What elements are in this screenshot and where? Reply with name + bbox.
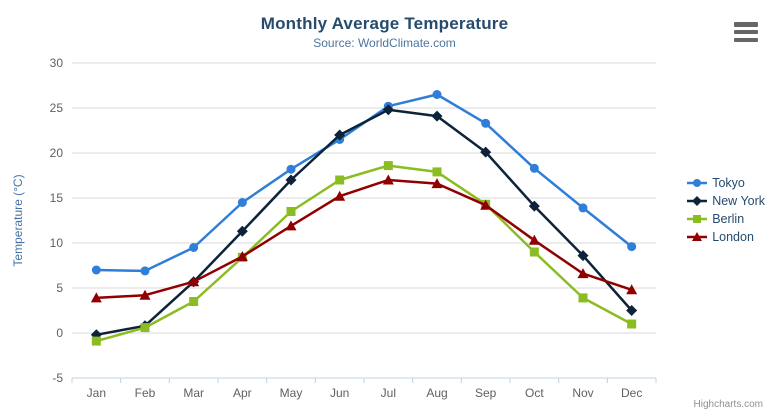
data-point[interactable] bbox=[90, 292, 102, 303]
y-tick-label: 30 bbox=[50, 56, 64, 70]
x-tick-label: Jun bbox=[330, 386, 349, 400]
y-tick-label: -5 bbox=[52, 371, 63, 385]
data-point[interactable] bbox=[431, 178, 443, 189]
x-tick-label: May bbox=[280, 386, 303, 400]
circle-marker-icon bbox=[687, 179, 708, 187]
series-tokyo bbox=[91, 90, 637, 276]
x-tick-label: Mar bbox=[183, 386, 204, 400]
series-line-new-york[interactable] bbox=[95, 108, 633, 337]
y-tick-label: 20 bbox=[50, 146, 64, 160]
x-tick-label: Feb bbox=[135, 386, 156, 400]
data-point[interactable] bbox=[626, 305, 638, 316]
x-tick-label: Sep bbox=[475, 386, 497, 400]
data-point[interactable] bbox=[236, 251, 248, 261]
data-point[interactable] bbox=[529, 247, 539, 257]
series-new-york bbox=[90, 104, 638, 341]
data-point[interactable] bbox=[237, 198, 247, 207]
y-axis-title: Temperature (°C) bbox=[11, 174, 25, 266]
data-point[interactable] bbox=[139, 289, 151, 300]
data-point[interactable] bbox=[382, 104, 394, 116]
data-point[interactable] bbox=[577, 250, 589, 262]
series-line-london[interactable] bbox=[95, 178, 633, 300]
data-point[interactable] bbox=[383, 161, 393, 171]
data-point[interactable] bbox=[140, 266, 150, 276]
data-point[interactable] bbox=[189, 297, 199, 306]
data-point[interactable] bbox=[286, 207, 296, 216]
hamburger-icon bbox=[734, 29, 758, 35]
legend-item-new-york[interactable]: New York bbox=[687, 194, 765, 208]
data-point[interactable] bbox=[432, 167, 442, 177]
data-point[interactable] bbox=[334, 129, 346, 141]
data-point[interactable] bbox=[578, 203, 588, 213]
data-point[interactable] bbox=[335, 175, 345, 185]
data-point[interactable] bbox=[626, 284, 638, 295]
x-tick-label: Oct bbox=[525, 386, 544, 400]
data-point[interactable] bbox=[627, 319, 637, 329]
y-tick-label: 25 bbox=[50, 101, 64, 115]
x-tick-label: Aug bbox=[426, 386, 447, 400]
legend-item-berlin[interactable]: Berlin bbox=[687, 212, 765, 226]
y-tick-label: 0 bbox=[56, 326, 63, 340]
data-point[interactable] bbox=[140, 323, 150, 333]
hamburger-icon bbox=[734, 22, 758, 27]
data-point[interactable] bbox=[91, 336, 101, 346]
legend-item-tokyo[interactable]: Tokyo bbox=[687, 176, 765, 190]
data-point[interactable] bbox=[432, 90, 442, 99]
x-tick-label: Nov bbox=[572, 386, 593, 400]
data-point[interactable] bbox=[481, 118, 491, 128]
series-line-berlin[interactable] bbox=[95, 164, 633, 343]
data-point[interactable] bbox=[528, 200, 540, 212]
data-point[interactable] bbox=[188, 276, 200, 287]
data-point[interactable] bbox=[692, 196, 703, 206]
legend-label-new-york: New York bbox=[712, 194, 765, 208]
data-point[interactable] bbox=[693, 179, 702, 187]
data-point[interactable] bbox=[693, 215, 702, 223]
x-tick-label: Jan bbox=[87, 386, 106, 400]
legend-label-berlin: Berlin bbox=[712, 212, 745, 226]
x-tick-label: Apr bbox=[233, 386, 252, 400]
data-point[interactable] bbox=[577, 268, 589, 279]
series-line-tokyo[interactable] bbox=[95, 93, 633, 273]
export-menu-button[interactable] bbox=[734, 22, 758, 42]
diamond-marker-icon bbox=[687, 196, 708, 206]
data-point[interactable] bbox=[285, 174, 297, 186]
y-tick-label: 10 bbox=[50, 236, 64, 250]
legend: Tokyo New York Berlin London bbox=[687, 176, 765, 244]
chart-title: Monthly Average Temperature bbox=[260, 14, 509, 33]
data-point[interactable] bbox=[480, 199, 492, 210]
x-tick-label: Jul bbox=[381, 386, 396, 400]
data-point[interactable] bbox=[189, 243, 199, 252]
chart-subtitle: Source: WorldClimate.com bbox=[313, 36, 456, 50]
legend-label-london: London bbox=[712, 230, 754, 244]
square-marker-icon bbox=[687, 215, 708, 223]
data-point[interactable] bbox=[528, 234, 540, 245]
hamburger-icon bbox=[734, 37, 758, 42]
y-tick-label: 15 bbox=[50, 191, 64, 205]
credits-link[interactable]: Highcharts.com bbox=[693, 399, 763, 410]
x-tick-label: Dec bbox=[621, 386, 642, 400]
data-point[interactable] bbox=[480, 146, 492, 158]
data-point[interactable] bbox=[529, 163, 539, 173]
data-point[interactable] bbox=[236, 225, 248, 237]
y-tick-label: 5 bbox=[56, 281, 63, 295]
series-london bbox=[90, 174, 638, 303]
legend-item-london[interactable]: London bbox=[687, 230, 765, 244]
data-point[interactable] bbox=[627, 242, 637, 252]
legend-label-tokyo: Tokyo bbox=[712, 176, 745, 190]
data-point[interactable] bbox=[692, 232, 703, 241]
data-point[interactable] bbox=[334, 190, 346, 201]
data-point[interactable] bbox=[285, 220, 297, 231]
data-point[interactable] bbox=[578, 293, 588, 303]
data-point[interactable] bbox=[382, 174, 394, 185]
triangle-marker-icon bbox=[687, 232, 708, 241]
data-point[interactable] bbox=[286, 164, 296, 174]
data-point[interactable] bbox=[91, 265, 101, 275]
data-point[interactable] bbox=[431, 110, 443, 122]
